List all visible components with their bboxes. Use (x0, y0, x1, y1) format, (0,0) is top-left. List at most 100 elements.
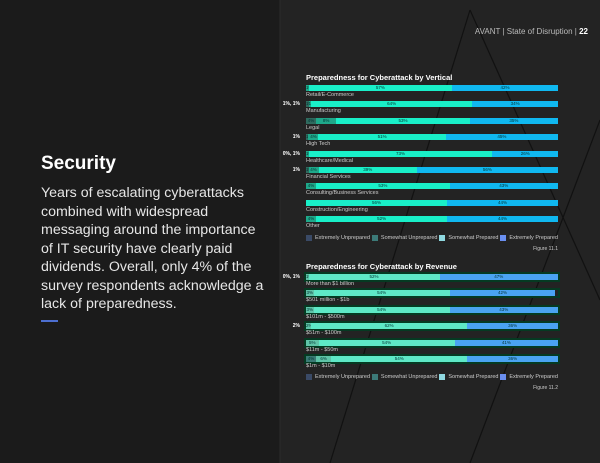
bar-segment: 64% (311, 101, 473, 108)
bar-segment: 1% (308, 101, 312, 108)
section-title: Security (41, 153, 116, 174)
bar-row: 2%62%36% (304, 321, 560, 332)
bar-segment: 42% (452, 85, 558, 91)
figure-caption: Figure 11.2 (533, 385, 558, 392)
bar-row: 1%73%26% (306, 150, 558, 157)
category-label: $101m - $500m (306, 313, 345, 320)
bar-row: 3% 54% 43% (304, 304, 560, 315)
category-label: Other (306, 223, 320, 230)
legend-swatch (439, 234, 446, 241)
category-label: More than $1 billion (306, 281, 355, 287)
bar-row: 1%4%51%45% (306, 134, 558, 141)
legend-label: Extremely Unprepared (315, 374, 371, 381)
legend-label: Extremely Prepared (509, 374, 558, 381)
legend-swatch (306, 234, 312, 241)
bar-segment: 4% (308, 167, 319, 173)
category-label: High Tech (306, 141, 331, 148)
bar-row: 4% 6% 54% 36% (304, 354, 560, 364)
legend-item: Somewhat Prepared (439, 234, 498, 241)
page-number: 22 (579, 27, 588, 36)
brand: AVANT (474, 27, 501, 36)
bar-segment: 42% (449, 290, 556, 297)
bar-segment: 57% (308, 85, 453, 91)
legend-item: Somewhat Prepared (439, 374, 499, 381)
bar-segment: 56% (416, 167, 558, 173)
bar-row: 1%1%64%34% (306, 101, 558, 108)
bar-segment: 41% (454, 339, 558, 346)
chart-title: Preparedness for Cyberattack by Vertical (306, 73, 453, 82)
bar-row: 5% 54% 41% (304, 337, 560, 348)
bar-segment: 1% (306, 167, 309, 173)
category-label: Retail/E-Commerce (306, 92, 354, 98)
outside-label: 1% (292, 134, 300, 141)
category-label: Consulting/Business Services (306, 190, 379, 197)
legend-label: Extremely Unprepared (315, 234, 371, 241)
bar-segment: 8% (316, 117, 337, 124)
figure-caption: Figure 11.1 (533, 245, 558, 252)
legend-item: Extremely Prepared (500, 374, 558, 381)
bar-segment: 52% (308, 274, 440, 280)
page-header: AVANT | State of Disruption | 22 (474, 27, 588, 36)
bar-segment: 2% (306, 323, 312, 330)
bar-row: 1%57%42% (306, 85, 558, 91)
outside-label: 1% (292, 167, 300, 173)
outside-label: 1%, 1% (282, 101, 300, 108)
legend-item: Extremely Unprepared (306, 374, 371, 381)
bar-segment: 1% (306, 101, 309, 108)
chart-title: Preparedness for Cyberattack by Revenue (306, 262, 457, 271)
legend-label: Somewhat Prepared (448, 374, 499, 381)
bar-row: 4% 53% 43% (306, 183, 558, 190)
bar-segment: 4% (308, 134, 319, 141)
bar-segment: 39% (318, 167, 417, 173)
category-label: Construction/Engineering (306, 206, 368, 213)
bar-row: 3% 54% 42% (304, 288, 560, 299)
legend-label: Extremely Prepared (509, 234, 558, 241)
doc-title: State of Disruption (506, 27, 573, 36)
legend-swatch (500, 234, 507, 241)
category-label: $1m - $10m (306, 363, 336, 369)
bar-segment: 4% (306, 183, 317, 190)
bar-row: 1%4%39%56% (306, 167, 558, 173)
bar-segment: 1% (306, 150, 309, 157)
bar-segment: 36% (467, 356, 558, 362)
bar-segment: 54% (318, 339, 455, 346)
bar-segment: 56% (306, 199, 448, 206)
legend-item: Extremely Unprepared (306, 234, 371, 241)
outside-label: 2% (292, 323, 300, 330)
bar-segment: 4% (306, 356, 317, 362)
category-label: $11m - $50m (306, 346, 338, 353)
bar-segment: 51% (318, 134, 446, 141)
bar-segment: 53% (336, 117, 470, 124)
legend-swatch (500, 374, 507, 381)
category-label: $51m - $100m (306, 330, 342, 337)
legend-label: Somewhat Unprepared (380, 374, 438, 381)
legend: Extremely Unprepared Somewhat Unprepared S… (306, 374, 558, 381)
bar-segment: 3% (306, 306, 314, 313)
bar-segment: 5% (306, 339, 319, 346)
category-label: Healthcare/Medical (306, 157, 354, 164)
legend-label: Somewhat Unprepared (380, 234, 438, 241)
category-label: Manufacturing (306, 108, 341, 115)
bar-segment: 34% (472, 101, 558, 108)
bar-segment: 1% (306, 85, 309, 91)
bar-segment: 35% (469, 117, 558, 124)
bar-segment: 62% (311, 323, 468, 330)
legend-swatch (306, 374, 312, 381)
bar-segment: 45% (445, 134, 558, 141)
bar-segment: 54% (313, 290, 450, 297)
bar-segment: 1% (306, 274, 309, 280)
legend-swatch (371, 374, 378, 381)
bar-row: 4% 52% 44% (306, 216, 558, 223)
bar-segment: 44% (447, 216, 558, 223)
category-label: Legal (306, 124, 320, 131)
left-panel (0, 0, 280, 463)
legend-swatch (439, 374, 446, 381)
bar-segment: 54% (313, 306, 450, 313)
outside-label: 0%, 1% (282, 274, 300, 280)
bar-segment: 52% (316, 216, 448, 223)
bar-segment: 36% (467, 323, 558, 330)
bar-segment: 4% (306, 117, 317, 124)
bar-row: 4% 8% 53% 35% (306, 117, 558, 124)
legend: Extremely Unprepared Somewhat Unprepared S… (306, 234, 558, 241)
bar-segment: 3% (306, 290, 314, 297)
